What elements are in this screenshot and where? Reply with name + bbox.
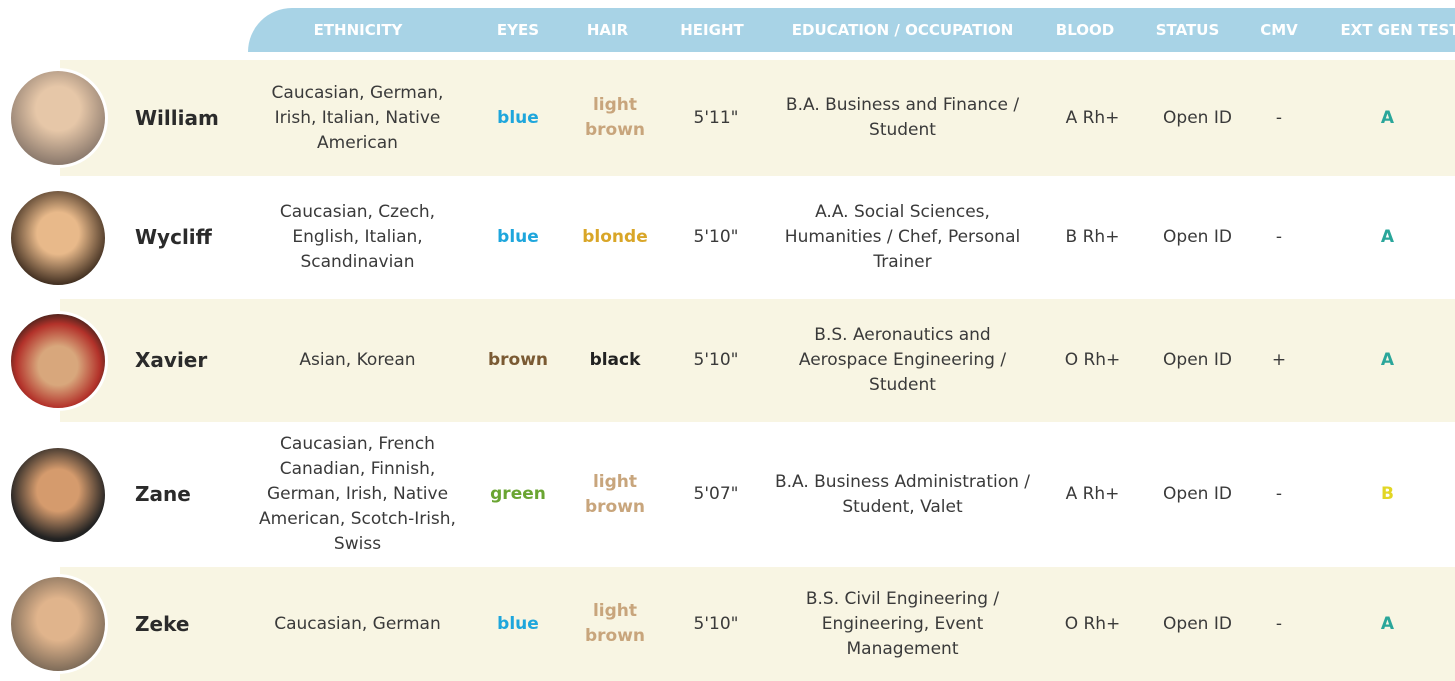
cmv: - — [1275, 227, 1283, 247]
hair: light brown — [584, 95, 646, 140]
column-header: EYES — [496, 21, 540, 39]
column-header: EDUCATION / OCCUPATION — [791, 21, 1014, 39]
header-band — [248, 8, 1455, 52]
avatar-photo — [8, 187, 108, 288]
ethnicity: Caucasian, Czech, English, Italian, Scan… — [279, 202, 436, 272]
ethnicity: Caucasian, German — [274, 613, 441, 634]
test: A — [1380, 613, 1395, 634]
ethnicity: Asian, Korean — [299, 350, 416, 370]
education: B.A. Business Administration / Student, … — [774, 471, 1031, 517]
donor-name: Xavier — [135, 348, 208, 372]
height: 5'11" — [693, 107, 739, 128]
eyes: blue — [497, 613, 539, 634]
column-header: EXT GEN TEST — [1340, 21, 1455, 39]
blood: B Rh+ — [1065, 227, 1120, 247]
hair: black — [589, 350, 641, 370]
education: B.A. Business and Finance / Student — [785, 95, 1020, 140]
blood: O Rh+ — [1064, 350, 1121, 370]
avatar-photo — [8, 68, 108, 168]
cmv: - — [1275, 484, 1283, 504]
ethnicity: Caucasian, French Canadian, Finnish, Ger… — [259, 434, 456, 554]
donor-name: William — [135, 105, 219, 130]
eyes: brown — [487, 350, 549, 370]
blood: O Rh+ — [1064, 613, 1121, 634]
test: A — [1380, 227, 1395, 247]
education: B.S. Aeronautics and Aerospace Engineeri… — [798, 325, 1007, 395]
height: 5'10" — [693, 227, 739, 247]
status: Open ID — [1163, 227, 1232, 247]
height: 5'10" — [693, 350, 739, 370]
donor-name: Wycliff — [135, 225, 212, 249]
status: Open ID — [1163, 350, 1232, 370]
hair: light brown — [584, 471, 646, 517]
column-header: CMV — [1260, 21, 1298, 39]
column-header: HAIR — [586, 21, 629, 39]
height: 5'10" — [693, 613, 739, 634]
column-header: HEIGHT — [680, 21, 744, 39]
avatar-photo — [8, 444, 108, 545]
eyes: green — [490, 484, 546, 504]
test: A — [1380, 350, 1395, 370]
donor-name: Zeke — [135, 611, 190, 636]
cmv: - — [1275, 613, 1283, 634]
row-background — [60, 299, 1455, 422]
hair: light brown — [584, 601, 646, 646]
status: Open ID — [1163, 613, 1232, 634]
ethnicity: Caucasian, German, Irish, Italian, Nativ… — [271, 82, 444, 153]
column-header: STATUS — [1155, 21, 1220, 39]
avatar-photo — [8, 574, 108, 674]
eyes: blue — [497, 227, 539, 247]
eyes: blue — [497, 107, 539, 128]
column-header: ETHNICITY — [313, 21, 403, 39]
height: 5'07" — [693, 484, 739, 504]
test: B — [1381, 484, 1394, 504]
hair: blonde — [582, 227, 648, 247]
status: Open ID — [1163, 107, 1232, 128]
row-background — [60, 567, 1455, 681]
status: Open ID — [1163, 484, 1232, 504]
blood: A Rh+ — [1065, 107, 1120, 128]
test: A — [1380, 107, 1395, 128]
donor-name: Zane — [135, 482, 191, 506]
education: B.S. Civil Engineering / Engineering, Ev… — [805, 588, 1000, 659]
blood: A Rh+ — [1065, 484, 1120, 504]
education: A.A. Social Sciences, Humanities / Chef,… — [784, 202, 1021, 272]
column-header: BLOOD — [1055, 21, 1115, 39]
cmv: - — [1275, 107, 1283, 128]
row-background — [60, 60, 1455, 176]
avatar-photo — [8, 310, 108, 411]
cmv: + — [1271, 350, 1287, 370]
